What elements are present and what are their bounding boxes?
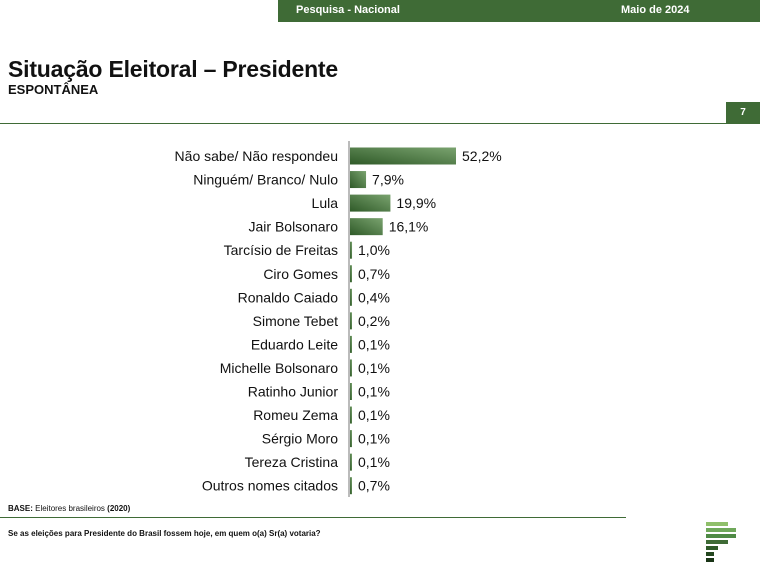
bar	[350, 359, 352, 377]
bar	[350, 477, 352, 495]
header-bar: Pesquisa - Nacional Maio de 2024	[278, 0, 760, 22]
bar	[350, 194, 391, 212]
category-label: Jair Bolsonaro	[249, 219, 339, 235]
value-label: 19,9%	[396, 195, 436, 211]
category-label: Sérgio Moro	[262, 431, 338, 447]
bar	[350, 406, 352, 424]
bar	[350, 453, 352, 471]
value-label: 0,1%	[358, 407, 390, 423]
bar-chart: Não sabe/ Não respondeu 52,2% Ninguém/ Bra…	[175, 141, 502, 497]
survey-question: Se as eleições para Presidente do Brasil…	[8, 529, 321, 538]
value-label: 0,7%	[358, 266, 390, 282]
base-note: BASE: Eleitores brasileiros (2020)	[8, 504, 130, 513]
base-count: (2020)	[107, 504, 131, 513]
bar	[350, 383, 352, 400]
category-label: Não sabe/ Não respondeu	[175, 148, 338, 164]
value-label: 1,0%	[358, 242, 390, 258]
page-number: 7	[726, 102, 760, 124]
bar	[350, 241, 353, 259]
category-label: Michelle Bolsonaro	[220, 360, 338, 376]
bar	[350, 312, 352, 330]
value-label: 16,1%	[389, 219, 429, 235]
bar	[350, 218, 383, 236]
category-label: Tereza Cristina	[245, 454, 339, 470]
value-label: 0,1%	[358, 454, 390, 470]
bar	[350, 430, 352, 448]
survey-scope: Pesquisa - Nacional	[296, 4, 400, 16]
category-label: Ronaldo Caiado	[238, 289, 339, 305]
value-label: 52,2%	[462, 148, 502, 164]
category-label: Simone Tebet	[253, 313, 338, 329]
value-label: 0,7%	[358, 478, 390, 494]
bar	[350, 288, 352, 306]
base-label: BASE:	[8, 504, 33, 513]
value-label: 7,9%	[372, 172, 404, 188]
value-label: 0,1%	[358, 360, 390, 376]
value-label: 0,1%	[358, 336, 390, 352]
page-title: Situação Eleitoral – Presidente	[8, 56, 338, 82]
category-label: Ciro Gomes	[263, 266, 338, 282]
category-label: Romeu Zema	[253, 407, 338, 423]
header-divider	[0, 123, 760, 124]
page-subtitle: ESPONTÂNEA	[8, 82, 99, 97]
bar	[350, 171, 367, 189]
survey-date: Maio de 2024	[621, 4, 690, 16]
bar	[350, 335, 352, 353]
base-text: Eleitores brasileiros	[35, 504, 105, 513]
category-label: Ninguém/ Branco/ Nulo	[193, 172, 338, 188]
bar	[350, 265, 352, 283]
value-label: 0,2%	[358, 313, 390, 329]
category-label: Eduardo Leite	[251, 336, 338, 352]
category-label: Tarcísio de Freitas	[224, 242, 338, 258]
value-label: 0,4%	[358, 289, 390, 305]
category-label: Outros nomes citados	[202, 478, 338, 494]
category-label: Ratinho Junior	[248, 384, 339, 400]
value-label: 0,1%	[358, 431, 390, 447]
footer-divider	[0, 517, 626, 518]
value-label: 0,1%	[358, 384, 390, 400]
bar	[350, 147, 456, 165]
category-label: Lula	[312, 195, 339, 211]
brand-logo-icon	[706, 522, 736, 562]
